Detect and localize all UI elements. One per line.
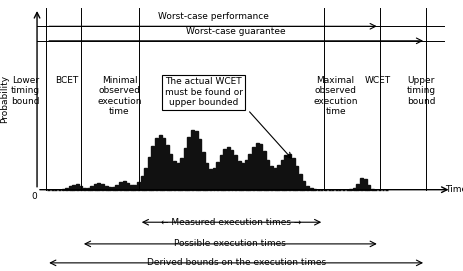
Bar [176, 163, 180, 190]
Bar [302, 181, 306, 190]
Bar [108, 188, 111, 190]
Bar [256, 143, 259, 190]
Bar [162, 138, 165, 190]
Bar [148, 157, 151, 190]
Bar [313, 189, 316, 190]
Bar [306, 186, 309, 190]
Text: Lower
timing
bound: Lower timing bound [11, 76, 40, 106]
Bar [173, 161, 176, 190]
Bar [357, 184, 359, 190]
Bar [249, 154, 251, 190]
Bar [188, 137, 190, 190]
Bar [98, 183, 100, 190]
Bar [126, 183, 129, 190]
Bar [241, 163, 244, 190]
Bar [80, 186, 82, 190]
Text: WCET: WCET [364, 76, 390, 85]
Bar [234, 156, 237, 190]
Bar [284, 155, 288, 190]
Bar [259, 144, 262, 190]
Bar [155, 138, 158, 190]
Bar [245, 160, 248, 190]
Text: Worst-case guarantee: Worst-case guarantee [186, 27, 286, 36]
Bar [206, 163, 208, 190]
Text: ← Measured execution times →: ← Measured execution times → [161, 218, 302, 227]
Bar [277, 165, 280, 190]
Bar [90, 186, 93, 190]
Bar [292, 158, 294, 190]
Bar [310, 188, 313, 190]
Text: Maximal
observed
execution
time: Maximal observed execution time [313, 76, 358, 116]
Text: Minimal
observed
execution
time: Minimal observed execution time [97, 76, 142, 116]
Bar [198, 139, 201, 190]
Bar [169, 154, 172, 190]
Bar [194, 131, 198, 190]
Bar [101, 183, 104, 190]
Text: Upper
timing
bound: Upper timing bound [407, 76, 436, 106]
Bar [223, 149, 226, 190]
Bar [184, 148, 187, 190]
Bar [105, 186, 107, 190]
Text: Possible execution times: Possible execution times [175, 239, 286, 249]
Bar [83, 188, 86, 190]
Bar [119, 182, 122, 190]
Bar [191, 130, 194, 190]
Bar [94, 184, 97, 190]
Bar [137, 182, 140, 190]
Bar [123, 182, 125, 190]
Bar [87, 188, 90, 190]
Bar [65, 188, 68, 190]
Bar [281, 160, 284, 190]
Bar [159, 135, 162, 190]
Text: Probability: Probability [0, 75, 9, 123]
Bar [144, 167, 147, 190]
Bar [360, 178, 363, 190]
Bar [69, 186, 72, 190]
Bar [353, 188, 356, 190]
Bar [270, 166, 273, 190]
Bar [252, 147, 255, 190]
Bar [267, 160, 269, 190]
Bar [299, 174, 302, 190]
Bar [130, 185, 133, 190]
Bar [274, 168, 276, 190]
Bar [76, 185, 79, 190]
Bar [62, 189, 64, 190]
Bar [371, 189, 374, 190]
Bar [263, 151, 266, 190]
Bar [213, 168, 215, 190]
Bar [202, 152, 205, 190]
Bar [363, 179, 367, 190]
Bar [238, 161, 241, 190]
Bar [115, 185, 119, 190]
Bar [288, 154, 291, 190]
Bar [166, 145, 169, 190]
Text: The actual WCET
must be found or
upper bounded: The actual WCET must be found or upper b… [165, 77, 243, 107]
Bar [231, 150, 233, 190]
Bar [180, 158, 183, 190]
Bar [295, 166, 298, 190]
Text: Time: Time [445, 185, 463, 194]
Text: BCET: BCET [56, 76, 79, 85]
Bar [367, 185, 370, 190]
Bar [216, 162, 219, 190]
Text: Worst-case performance: Worst-case performance [157, 12, 269, 21]
Bar [141, 176, 144, 190]
Text: 0: 0 [32, 192, 38, 201]
Bar [220, 154, 223, 190]
Bar [151, 146, 154, 190]
Bar [209, 169, 212, 190]
Bar [72, 185, 75, 190]
Bar [112, 187, 115, 190]
Bar [133, 185, 137, 190]
Text: Derived bounds on the execution times: Derived bounds on the execution times [147, 258, 325, 267]
Bar [227, 147, 230, 190]
